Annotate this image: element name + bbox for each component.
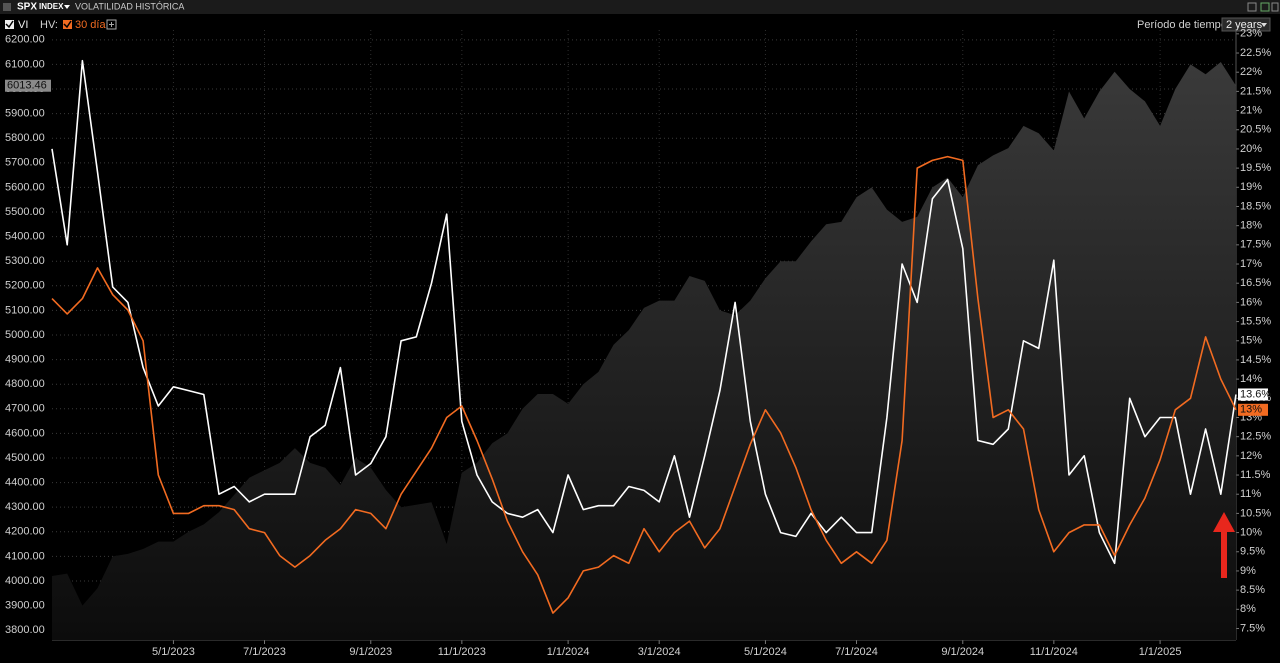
y-tick-label: 5300.00 xyxy=(5,255,45,267)
legend-checkbox[interactable] xyxy=(63,20,72,29)
legend-label: VI xyxy=(18,19,28,31)
y2-tick-label: 11.5% xyxy=(1240,469,1271,481)
y2-tick-label: 9.5% xyxy=(1240,546,1265,558)
y-tick-label: 4900.00 xyxy=(5,354,45,366)
last-value-label: 6013.46 xyxy=(7,80,47,92)
y-tick-label: 4500.00 xyxy=(5,452,45,464)
y2-tick-label: 22.5% xyxy=(1240,47,1271,59)
y-tick-label: 4100.00 xyxy=(5,550,45,562)
annotation-arrow xyxy=(1213,512,1235,578)
period-value[interactable]: 2 years xyxy=(1226,19,1263,31)
y2-tick-label: 7.5% xyxy=(1240,622,1265,634)
y2-tick-label: 19.5% xyxy=(1240,162,1271,174)
page-title: VOLATILIDAD HISTÓRICA xyxy=(75,1,184,11)
last-value-tag xyxy=(1238,403,1268,416)
y2-tick-label: 21.5% xyxy=(1240,85,1271,97)
y-tick-label: 5400.00 xyxy=(5,231,45,243)
x-tick-label: 7/1/2023 xyxy=(243,646,286,658)
y2-tick-label: 8% xyxy=(1240,603,1256,615)
y-tick-label: 6100.00 xyxy=(5,58,45,70)
y2-tick-label: 12% xyxy=(1240,450,1262,462)
y2-tick-label: 16% xyxy=(1240,296,1262,308)
y2-tick-label: 18% xyxy=(1240,220,1262,232)
y2-tick-label: 12.5% xyxy=(1240,431,1271,443)
add-icon xyxy=(109,22,114,27)
check-mark xyxy=(5,20,14,29)
y2-tick-label: 18.5% xyxy=(1240,200,1271,212)
y-tick-label: 5800.00 xyxy=(5,132,45,144)
y-tick-label: 3900.00 xyxy=(5,599,45,611)
x-tick-label: 11/1/2023 xyxy=(438,646,486,658)
x-tick-label: 9/1/2024 xyxy=(941,646,984,658)
legend-prefix: HV: xyxy=(40,19,58,31)
series-line xyxy=(51,59,1237,565)
ticker-dropdown[interactable] xyxy=(64,5,70,9)
price-area xyxy=(52,62,1236,640)
last-value-tag xyxy=(1238,388,1268,401)
y2-tick-label: 19% xyxy=(1240,181,1262,193)
y2-tick-label: 20.5% xyxy=(1240,124,1271,136)
y2-tick-label: 20% xyxy=(1240,143,1262,155)
y2-tick-label: 17% xyxy=(1240,258,1262,270)
ticker-suffix[interactable]: INDEX xyxy=(39,2,64,11)
check-mark xyxy=(63,20,72,29)
y-tick-label: 5500.00 xyxy=(5,206,45,218)
x-tick-label: 9/1/2023 xyxy=(349,646,392,658)
ticker[interactable]: SPX xyxy=(17,2,37,13)
y-tick-label: 4700.00 xyxy=(5,403,45,415)
x-tick-label: 7/1/2024 xyxy=(835,646,878,658)
last-value-label: 13% xyxy=(1240,404,1262,416)
top-bar xyxy=(0,0,1280,14)
y-tick-label: 4600.00 xyxy=(5,427,45,439)
series-line xyxy=(51,155,1237,614)
y2-tick-label: 9% xyxy=(1240,565,1256,577)
y2-tick-label: 10% xyxy=(1240,526,1262,538)
toolbar-icon[interactable] xyxy=(1271,2,1279,12)
y-tick-label: 4400.00 xyxy=(5,476,45,488)
toolbar-icon[interactable] xyxy=(1247,2,1257,12)
y2-tick-label: 16.5% xyxy=(1240,277,1271,289)
toolbar-icon[interactable] xyxy=(1260,2,1270,12)
y-tick-label: 5600.00 xyxy=(5,181,45,193)
legend-checkbox[interactable] xyxy=(5,20,14,29)
x-tick-label: 1/1/2025 xyxy=(1139,646,1182,658)
legend-label: 30 día xyxy=(75,19,106,31)
y-tick-label: 6200.00 xyxy=(5,34,45,46)
y-tick-label: 4300.00 xyxy=(5,501,45,513)
x-tick-label: 5/1/2023 xyxy=(152,646,195,658)
y-tick-label: 4800.00 xyxy=(5,378,45,390)
y2-tick-label: 23% xyxy=(1240,28,1262,40)
y2-tick-label: 14.5% xyxy=(1240,354,1271,366)
y2-tick-label: 10.5% xyxy=(1240,507,1271,519)
last-value-label: 13.6% xyxy=(1240,388,1271,400)
dropdown-arrow xyxy=(1261,23,1267,27)
menu-icon[interactable] xyxy=(3,3,11,11)
period-label: Período de tiempo: xyxy=(1137,19,1230,31)
y2-tick-label: 22% xyxy=(1240,66,1262,78)
y2-tick-label: 15.5% xyxy=(1240,315,1271,327)
y-tick-label: 3800.00 xyxy=(5,624,45,636)
y-tick-label: 4200.00 xyxy=(5,526,45,538)
y2-tick-label: 15% xyxy=(1240,335,1262,347)
x-tick-label: 11/1/2024 xyxy=(1030,646,1078,658)
x-tick-label: 5/1/2024 xyxy=(744,646,787,658)
y2-tick-label: 21% xyxy=(1240,104,1262,116)
x-tick-label: 1/1/2024 xyxy=(547,646,590,658)
add-button[interactable] xyxy=(106,19,117,30)
period-dropdown[interactable] xyxy=(1221,17,1271,32)
y-tick-label: 5100.00 xyxy=(5,304,45,316)
y-tick-label: 5900.00 xyxy=(5,108,45,120)
y2-tick-label: 17.5% xyxy=(1240,239,1271,251)
last-value-tag xyxy=(5,79,51,92)
y-tick-label: 5200.00 xyxy=(5,280,45,292)
y2-tick-label: 11% xyxy=(1240,488,1261,500)
y-tick-label: 4000.00 xyxy=(5,575,45,587)
y-tick-label: 5000.00 xyxy=(5,329,45,341)
y2-tick-label: 14% xyxy=(1240,373,1262,385)
y2-tick-label: 8.5% xyxy=(1240,584,1265,596)
y-tick-label: 5700.00 xyxy=(5,157,45,169)
x-tick-label: 3/1/2024 xyxy=(638,646,681,658)
